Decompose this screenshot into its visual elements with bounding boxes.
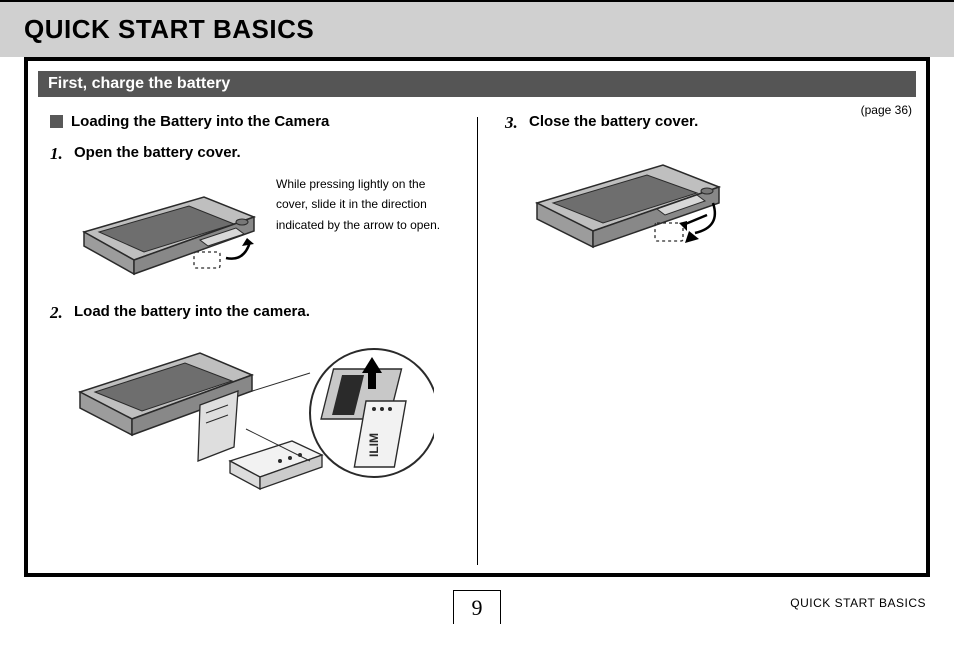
main-frame: First, charge the battery (page 36) Load… xyxy=(24,57,930,577)
page-title: QUICK START BASICS xyxy=(24,14,930,45)
step-1: 1. Open the battery cover. xyxy=(50,144,455,164)
step-1-text: Open the battery cover. xyxy=(74,144,241,164)
section-title-bar: First, charge the battery xyxy=(38,71,916,97)
page-number: 9 xyxy=(453,590,501,624)
svg-text:ILIM: ILIM xyxy=(367,433,381,457)
left-column: Loading the Battery into the Camera 1. O… xyxy=(40,97,477,553)
step-1-caption: While pressing lightly on the cover, sli… xyxy=(276,174,446,235)
figure-step-3 xyxy=(529,143,892,263)
camera-load-battery-illustration: ILIM xyxy=(74,333,434,508)
footer-right-label: QUICK START BASICS xyxy=(790,596,926,610)
step-3-text: Close the battery cover. xyxy=(529,113,698,133)
step-1-number: 1. xyxy=(50,144,68,164)
header-bar: QUICK START BASICS xyxy=(0,0,954,57)
square-bullet-icon xyxy=(50,115,63,128)
figure-step-2: ILIM xyxy=(74,333,455,508)
right-column: 3. Close the battery cover. xyxy=(477,97,914,553)
content-columns: Loading the Battery into the Camera 1. O… xyxy=(28,97,926,565)
step-2: 2. Load the battery into the camera. xyxy=(50,303,455,323)
step-3: 3. Close the battery cover. xyxy=(505,113,892,133)
camera-close-cover-illustration xyxy=(529,143,739,263)
camera-open-cover-illustration xyxy=(74,174,264,279)
sub-header: Loading the Battery into the Camera xyxy=(50,113,455,130)
sub-header-text: Loading the Battery into the Camera xyxy=(71,113,329,130)
column-divider xyxy=(477,117,478,565)
figure-step-1: While pressing lightly on the cover, sli… xyxy=(74,174,455,279)
step-3-number: 3. xyxy=(505,113,523,133)
step-2-number: 2. xyxy=(50,303,68,323)
step-2-text: Load the battery into the camera. xyxy=(74,303,310,323)
page-footer: 9 QUICK START BASICS xyxy=(0,590,954,640)
